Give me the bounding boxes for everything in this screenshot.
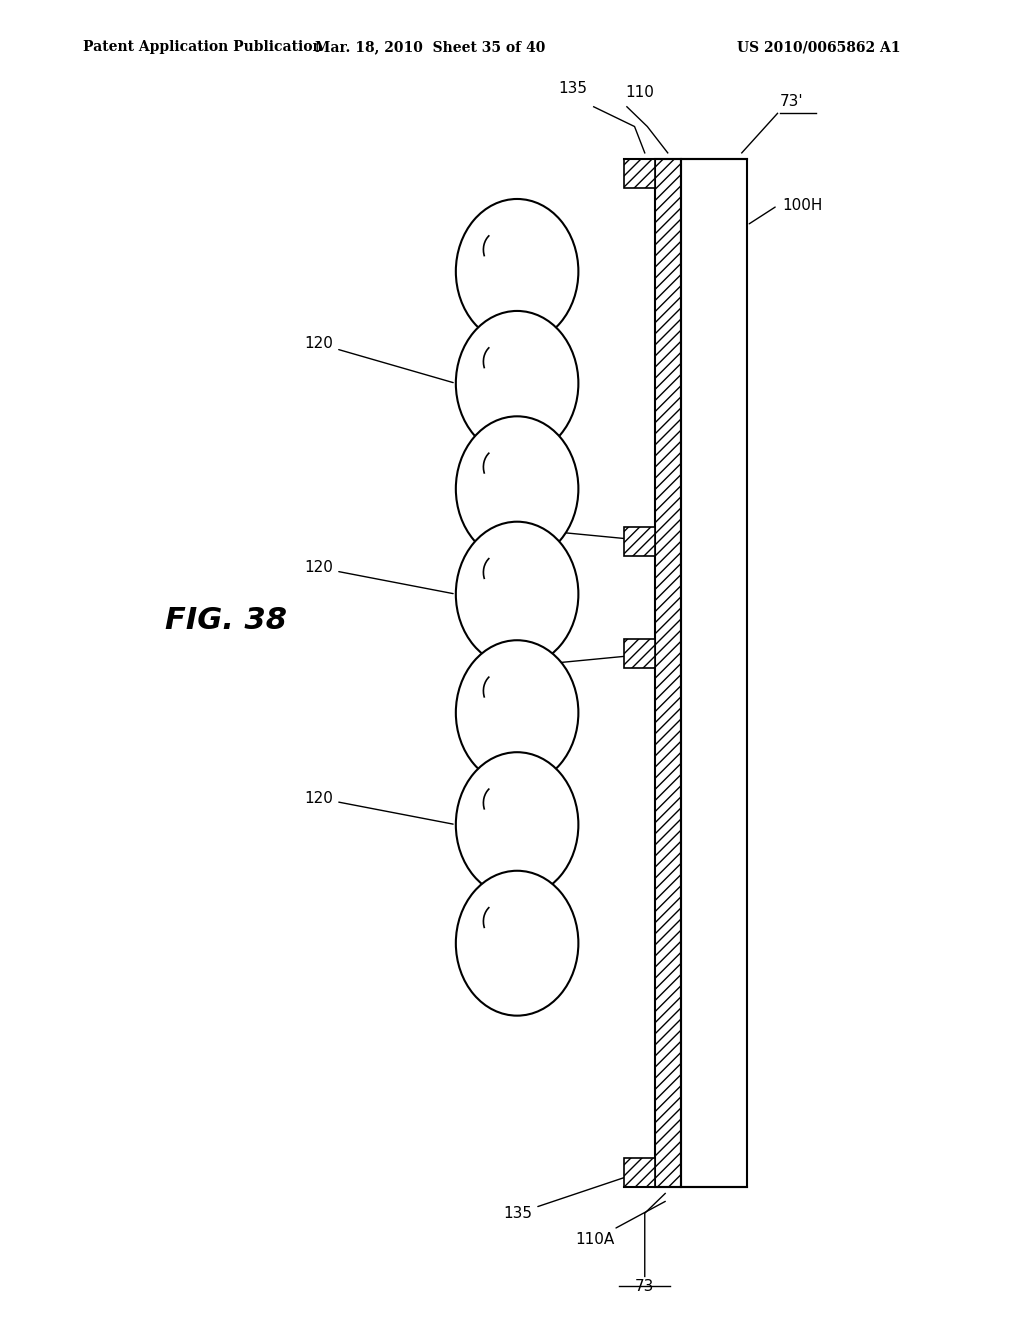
Text: Mar. 18, 2010  Sheet 35 of 40: Mar. 18, 2010 Sheet 35 of 40 [315, 41, 546, 54]
Bar [625, 527, 655, 556]
Text: 135: 135 [504, 521, 652, 541]
Text: FIG. 38: FIG. 38 [165, 606, 287, 635]
Bar [625, 160, 655, 189]
Text: 120: 120 [304, 560, 453, 594]
Text: US 2010/0065862 A1: US 2010/0065862 A1 [736, 41, 900, 54]
Ellipse shape [456, 752, 579, 898]
Ellipse shape [456, 640, 579, 785]
Text: 135: 135 [504, 1173, 637, 1221]
Ellipse shape [456, 521, 579, 667]
Bar [625, 1158, 655, 1187]
Text: 135: 135 [559, 82, 588, 96]
Text: 120: 120 [304, 337, 454, 383]
Bar [625, 639, 655, 668]
Bar [681, 160, 746, 1187]
Text: 110: 110 [626, 86, 654, 100]
Bar [655, 160, 681, 1187]
Ellipse shape [456, 199, 579, 345]
Ellipse shape [456, 416, 579, 561]
Text: 135: 135 [504, 653, 652, 675]
Text: 73': 73' [779, 95, 803, 110]
Text: Patent Application Publication: Patent Application Publication [83, 41, 323, 54]
Ellipse shape [456, 871, 579, 1015]
Text: 73: 73 [635, 1279, 654, 1294]
Ellipse shape [456, 312, 579, 455]
Text: 100H: 100H [782, 198, 823, 213]
Text: 120: 120 [304, 791, 453, 824]
Text: 110A: 110A [574, 1201, 666, 1247]
